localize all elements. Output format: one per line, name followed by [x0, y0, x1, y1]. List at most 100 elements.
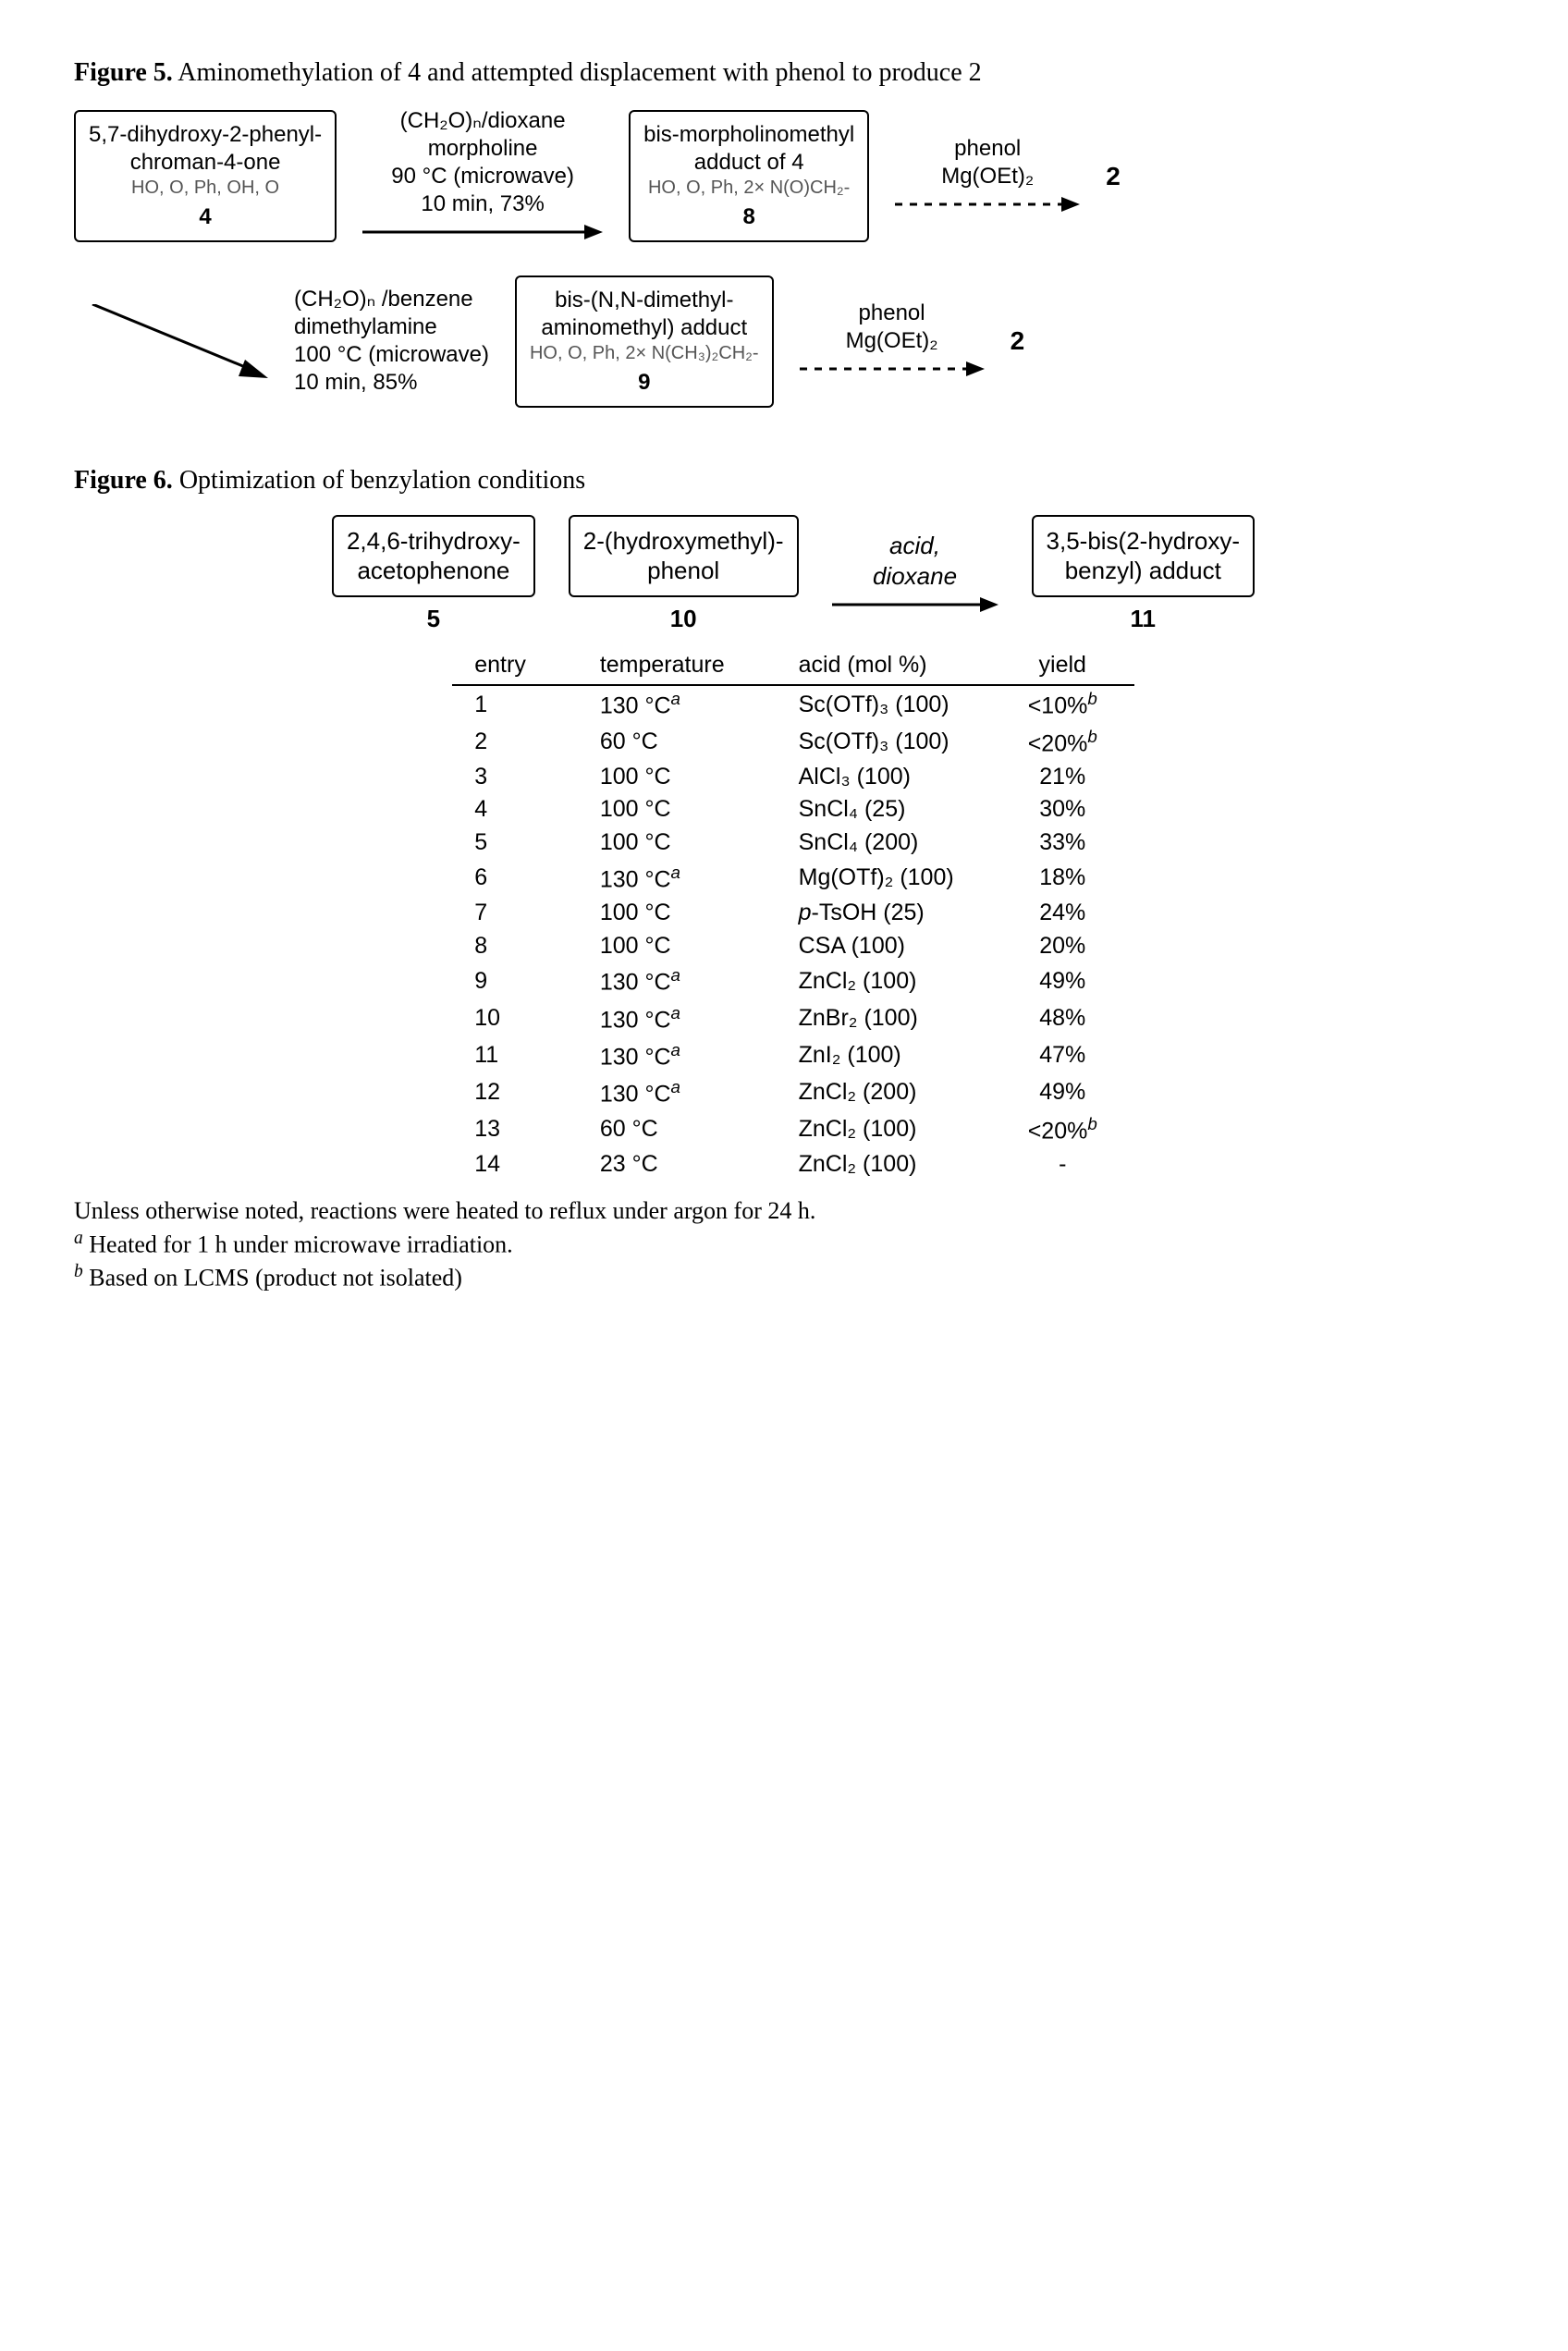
fig5-top-cond4: 10 min, 73%: [391, 190, 574, 218]
cell-acid: ZnI₂ (100): [762, 1037, 991, 1074]
th-temperature: temperature: [563, 646, 762, 686]
cell-yield: <20%b: [991, 724, 1134, 761]
cell-acid: p-TsOH (25): [762, 897, 991, 930]
figure6-scheme: 2,4,6-trihydroxy- acetophenone 5 2-(hydr…: [74, 515, 1513, 635]
table-row: 3100 °CAlCl₃ (100)21%: [452, 761, 1134, 794]
cell-yield: 33%: [991, 827, 1134, 860]
cell-temperature: 130 °Ca: [563, 1074, 762, 1111]
mol-10-desc: 2-(hydroxymethyl)- phenol: [583, 526, 784, 586]
th-acid: acid (mol %): [762, 646, 991, 686]
cell-entry: 8: [452, 930, 563, 963]
mol-8-num: 8: [643, 203, 854, 231]
mol-4: 5,7-dihydroxy-2-phenyl- chroman-4-one HO…: [74, 110, 337, 242]
cell-acid: Sc(OTf)₃ (100): [762, 685, 991, 723]
cell-temperature: 100 °C: [563, 897, 762, 930]
cell-acid: ZnCl₂ (100): [762, 1111, 991, 1148]
figure5-title: Figure 5. Aminomethylation of 4 and atte…: [74, 55, 1513, 91]
table-row: 260 °CSc(OTf)₃ (100)<20%b: [452, 724, 1134, 761]
cell-acid: CSA (100): [762, 930, 991, 963]
mol-9-groups: HO, O, Ph, 2× N(CH₃)₂CH₂-: [530, 342, 759, 365]
fig6-arrow-l2: dioxane: [873, 562, 957, 590]
dashed-arrow-icon: [800, 355, 985, 383]
cell-temperature: 130 °Ca: [563, 962, 762, 999]
footnote-main: Unless otherwise noted, reactions were h…: [74, 1194, 1498, 1227]
arrow-icon: [362, 218, 603, 246]
mol-4-desc: 5,7-dihydroxy-2-phenyl- chroman-4-one: [89, 121, 322, 177]
cell-entry: 12: [452, 1074, 563, 1111]
cell-temperature: 100 °C: [563, 930, 762, 963]
cell-yield: <20%b: [991, 1111, 1134, 1148]
fig5-bot-cond2: dimethylamine: [294, 313, 489, 341]
cell-entry: 6: [452, 860, 563, 897]
table-row: 10130 °CaZnBr₂ (100)48%: [452, 1000, 1134, 1037]
mol-9-desc: bis-(N,N-dimethyl- aminomethyl) adduct: [530, 287, 759, 342]
cell-temperature: 100 °C: [563, 761, 762, 794]
footnote-b: b Based on LCMS (product not isolated): [74, 1260, 1498, 1294]
table-row: 1360 °CZnCl₂ (100)<20%b: [452, 1111, 1134, 1148]
figure5-caption: Aminomethylation of 4 and attempted disp…: [178, 58, 981, 87]
cell-acid: ZnCl₂ (200): [762, 1074, 991, 1111]
cell-entry: 1: [452, 685, 563, 723]
table-row: 9130 °CaZnCl₂ (100)49%: [452, 962, 1134, 999]
fig5-bot-cond1: (CH₂O)ₙ /benzene: [294, 286, 489, 313]
cell-acid: ZnCl₂ (100): [762, 962, 991, 999]
figure6-footnotes: Unless otherwise noted, reactions were h…: [74, 1194, 1498, 1295]
cell-acid: Sc(OTf)₃ (100): [762, 724, 991, 761]
footnote-a: a Heated for 1 h under microwave irradia…: [74, 1227, 1498, 1261]
mol-4-groups: HO, O, Ph, OH, O: [89, 177, 322, 200]
cell-yield: -: [991, 1148, 1134, 1182]
cell-entry: 11: [452, 1037, 563, 1074]
mol-8-groups: HO, O, Ph, 2× N(O)CH₂-: [643, 177, 854, 200]
mol-5-num: 5: [427, 603, 440, 635]
fig5-top-cond2: morpholine: [391, 135, 574, 163]
cell-temperature: 100 °C: [563, 827, 762, 860]
mol-11-desc: 3,5-bis(2-hydroxy- benzyl) adduct: [1047, 526, 1241, 586]
table-row: 1423 °CZnCl₂ (100)-: [452, 1148, 1134, 1182]
arrow-icon: [83, 304, 268, 378]
cell-temperature: 130 °Ca: [563, 1000, 762, 1037]
th-entry: entry: [452, 646, 563, 686]
cell-yield: 49%: [991, 962, 1134, 999]
cell-acid: ZnCl₂ (100): [762, 1148, 991, 1182]
fig5-top-disp2: Mg(OEt)₂: [941, 163, 1034, 190]
cell-acid: AlCl₃ (100): [762, 761, 991, 794]
cell-yield: 30%: [991, 793, 1134, 827]
mol-9: bis-(N,N-dimethyl- aminomethyl) adduct H…: [515, 276, 774, 408]
fig6-arrow-l1: acid,: [889, 532, 940, 559]
cell-entry: 2: [452, 724, 563, 761]
cell-yield: 49%: [991, 1074, 1134, 1111]
fig5-bot-disp2: Mg(OEt)₂: [846, 327, 938, 355]
mol-5-desc: 2,4,6-trihydroxy- acetophenone: [347, 526, 521, 586]
cell-acid: ZnBr₂ (100): [762, 1000, 991, 1037]
arrow-icon: [832, 591, 998, 618]
cell-entry: 3: [452, 761, 563, 794]
fig5-bot-cond3: 100 °C (microwave): [294, 341, 489, 369]
figure6-table: entry temperature acid (mol %) yield 113…: [452, 646, 1134, 1182]
mol-8: bis-morpholinomethyl adduct of 4 HO, O, …: [629, 110, 869, 242]
fig5-bot-cond4: 10 min, 85%: [294, 369, 489, 397]
table-row: 8100 °CCSA (100)20%: [452, 930, 1134, 963]
cell-yield: 48%: [991, 1000, 1134, 1037]
figure5-label: Figure 5.: [74, 58, 173, 87]
cell-yield: 24%: [991, 897, 1134, 930]
table-row: 1130 °CaSc(OTf)₃ (100)<10%b: [452, 685, 1134, 723]
mol-9-num: 9: [530, 369, 759, 397]
cell-entry: 9: [452, 962, 563, 999]
cell-temperature: 130 °Ca: [563, 860, 762, 897]
table-row: 12130 °CaZnCl₂ (200)49%: [452, 1074, 1134, 1111]
cell-temperature: 60 °C: [563, 724, 762, 761]
mol-10-num: 10: [670, 603, 697, 635]
cell-acid: Mg(OTf)₂ (100): [762, 860, 991, 897]
cell-entry: 7: [452, 897, 563, 930]
table-row: 4100 °CSnCl₄ (25)30%: [452, 793, 1134, 827]
cell-temperature: 23 °C: [563, 1148, 762, 1182]
mol-4-num: 4: [89, 203, 322, 231]
target-2-b: 2: [1011, 324, 1025, 359]
cell-temperature: 60 °C: [563, 1111, 762, 1148]
cell-entry: 13: [452, 1111, 563, 1148]
figure6-label: Figure 6.: [74, 466, 173, 495]
cell-temperature: 130 °Ca: [563, 1037, 762, 1074]
mol-10: 2-(hydroxymethyl)- phenol: [569, 515, 799, 597]
fig5-top-cond3: 90 °C (microwave): [391, 163, 574, 190]
cell-yield: 18%: [991, 860, 1134, 897]
